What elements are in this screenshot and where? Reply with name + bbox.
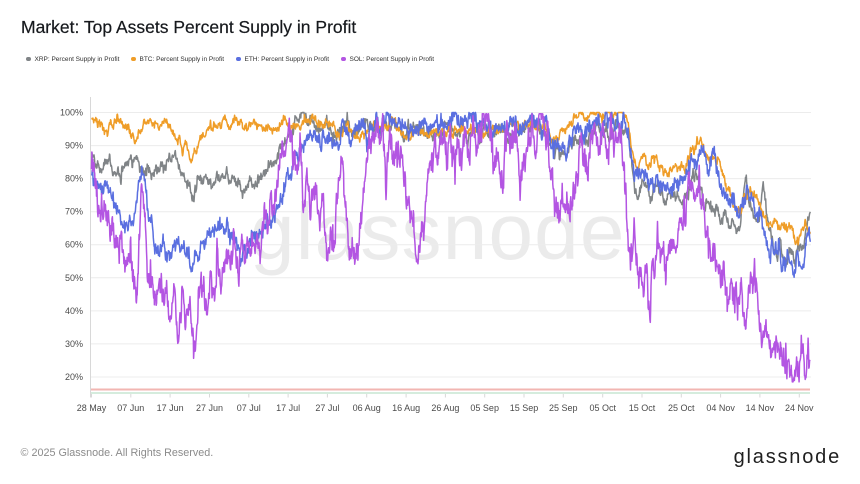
svg-text:60%: 60% (65, 240, 83, 250)
svg-text:05 Sep: 05 Sep (470, 403, 499, 413)
svg-text:70%: 70% (65, 207, 83, 217)
svg-text:27 Jun: 27 Jun (196, 403, 223, 413)
svg-text:05 Oct: 05 Oct (589, 403, 616, 413)
svg-text:25 Sep: 25 Sep (549, 403, 578, 413)
svg-text:07 Jul: 07 Jul (237, 403, 261, 413)
svg-text:07 Jun: 07 Jun (117, 403, 144, 413)
svg-text:15 Oct: 15 Oct (629, 403, 656, 413)
svg-text:25 Oct: 25 Oct (668, 403, 695, 413)
svg-text:28 May: 28 May (77, 403, 107, 413)
svg-text:17 Jul: 17 Jul (276, 403, 300, 413)
svg-text:27 Jul: 27 Jul (315, 403, 339, 413)
svg-text:14 Nov: 14 Nov (746, 403, 775, 413)
svg-text:20%: 20% (65, 372, 83, 382)
svg-text:04 Nov: 04 Nov (706, 403, 735, 413)
svg-text:40%: 40% (65, 306, 83, 316)
svg-text:26 Aug: 26 Aug (431, 403, 459, 413)
svg-text:30%: 30% (65, 339, 83, 349)
svg-text:50%: 50% (65, 273, 83, 283)
svg-text:80%: 80% (65, 174, 83, 184)
svg-text:16 Aug: 16 Aug (392, 403, 420, 413)
svg-text:06 Aug: 06 Aug (353, 403, 381, 413)
svg-text:100%: 100% (60, 108, 83, 118)
svg-text:90%: 90% (65, 141, 83, 151)
svg-text:24 Nov: 24 Nov (785, 403, 814, 413)
svg-text:17 Jun: 17 Jun (157, 403, 184, 413)
svg-text:15 Sep: 15 Sep (510, 403, 539, 413)
